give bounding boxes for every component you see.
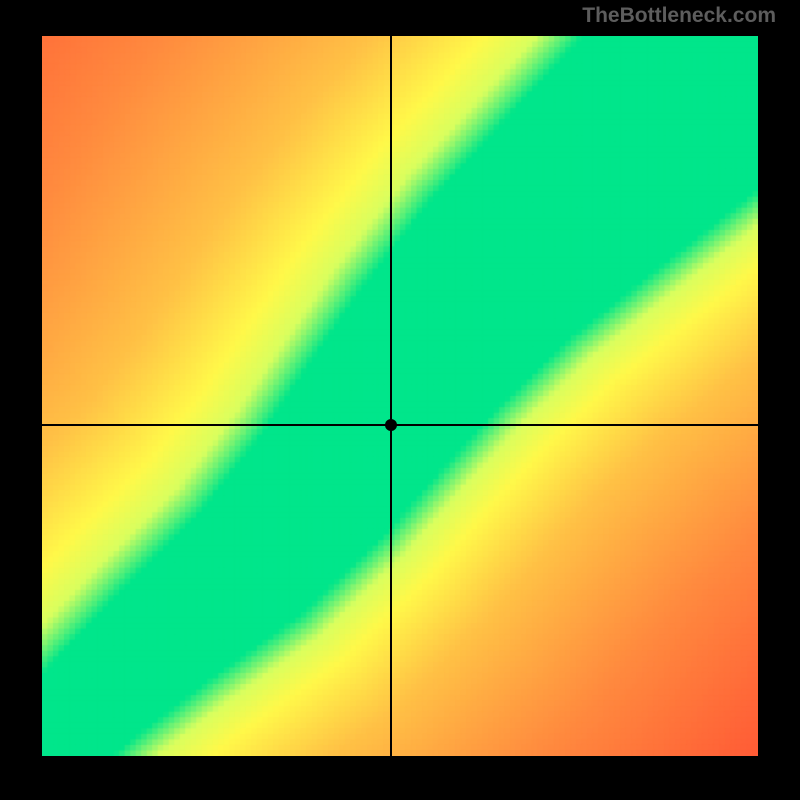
heatmap-canvas [42,36,758,756]
watermark-text: TheBottleneck.com [582,4,776,28]
bottleneck-chart: { "watermark": { "text": "TheBottleneck.… [0,0,800,800]
crosshair-marker [385,419,397,431]
crosshair-horizontal [42,424,758,426]
crosshair-vertical [390,36,392,756]
